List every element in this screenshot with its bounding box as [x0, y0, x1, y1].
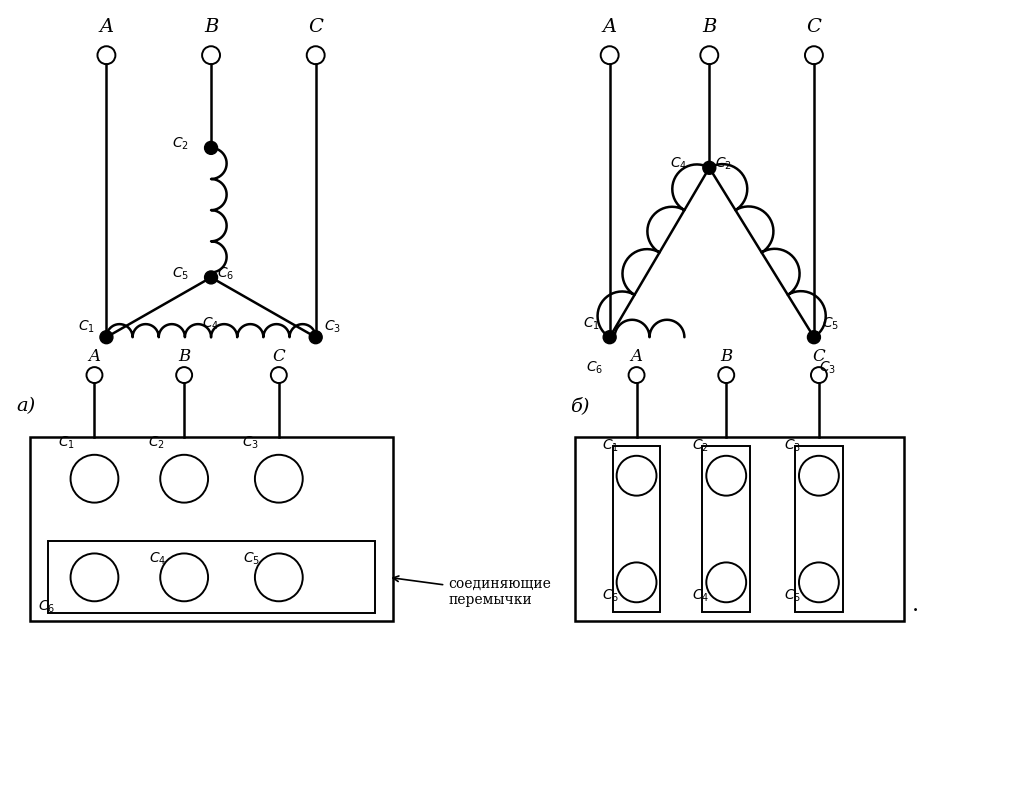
Text: B: B [204, 18, 218, 36]
Text: B: B [720, 348, 732, 365]
Text: $C_5$: $C_5$ [172, 265, 189, 282]
Bar [612, 446, 660, 612]
Text: б): б) [569, 397, 589, 415]
Text: $C_3$: $C_3$ [819, 359, 836, 375]
Text: $C_1$: $C_1$ [602, 437, 620, 454]
Circle shape [808, 331, 820, 344]
Text: $C_4$: $C_4$ [203, 315, 220, 332]
Text: $C_6$: $C_6$ [38, 599, 55, 615]
Text: $C_4$: $C_4$ [691, 588, 709, 604]
Text: $C_2$: $C_2$ [147, 434, 165, 451]
Text: а): а) [16, 397, 36, 415]
Text: C: C [272, 348, 286, 365]
Circle shape [309, 331, 323, 344]
Text: .: . [911, 594, 919, 616]
Circle shape [100, 331, 113, 344]
Text: $C_2$: $C_2$ [172, 135, 189, 152]
Text: $C_6$: $C_6$ [217, 265, 234, 282]
Text: $C_4$: $C_4$ [148, 551, 166, 567]
Text: $C_6$: $C_6$ [587, 359, 604, 375]
Circle shape [702, 162, 716, 174]
Text: $C_5$: $C_5$ [822, 316, 839, 332]
Text: $C_3$: $C_3$ [243, 434, 259, 451]
Text: C: C [807, 18, 821, 36]
Text: $C_3$: $C_3$ [784, 437, 802, 454]
Bar [30, 437, 393, 621]
Circle shape [205, 271, 217, 284]
Text: $C_1$: $C_1$ [583, 316, 600, 332]
Text: C: C [308, 18, 324, 36]
Bar [574, 437, 903, 621]
Text: $C_2$: $C_2$ [692, 437, 709, 454]
Bar [48, 542, 376, 613]
Text: B: B [702, 18, 717, 36]
Text: $C_4$: $C_4$ [670, 155, 687, 172]
Text: C: C [813, 348, 825, 365]
Text: $C_5$: $C_5$ [244, 551, 260, 567]
Text: A: A [88, 348, 100, 365]
Text: $C_3$: $C_3$ [324, 319, 341, 335]
Text: $C_5$: $C_5$ [784, 588, 802, 604]
Text: A: A [631, 348, 643, 365]
Bar [702, 446, 751, 612]
Text: $C_1$: $C_1$ [78, 319, 94, 335]
Text: B: B [178, 348, 190, 365]
Text: соединяющие
перемычки: соединяющие перемычки [393, 576, 551, 607]
Text: $C_6$: $C_6$ [602, 588, 620, 604]
Text: $C_2$: $C_2$ [716, 155, 732, 172]
Text: A: A [99, 18, 114, 36]
Text: A: A [602, 18, 616, 36]
Bar [795, 446, 843, 612]
Circle shape [205, 142, 217, 154]
Circle shape [603, 331, 616, 344]
Text: $C_1$: $C_1$ [58, 434, 75, 451]
